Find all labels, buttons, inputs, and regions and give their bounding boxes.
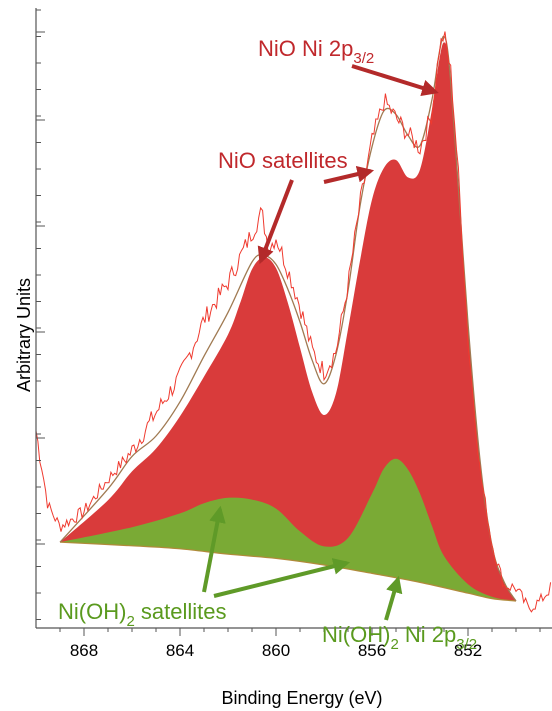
- annotation-nioh2-satellites: Ni(OH)2 satellites: [58, 599, 227, 630]
- x-tick-label: 868: [70, 641, 98, 660]
- arrow-nio-satellite-1: [257, 179, 294, 265]
- annotation-arrows: [202, 64, 439, 621]
- x-tick-label: 860: [262, 641, 290, 660]
- background-line: [59, 541, 517, 602]
- x-tick-label: 852: [454, 641, 482, 660]
- arrow-nio-2p: [351, 64, 439, 97]
- raw-data-line: [35, 31, 552, 613]
- curve-lines: [35, 31, 552, 613]
- annotation-nio-2p: NiO Ni 2p3/2: [258, 36, 374, 67]
- x-ticks: 868 864 860 856 852: [59, 628, 541, 660]
- nioh2-component-fill: [60, 458, 516, 601]
- x-tick-label: 864: [166, 641, 194, 660]
- arrow-nio-satellite-2: [323, 165, 375, 184]
- annotation-nioh2-2p: Ni(OH)2 Ni 2p3/2: [322, 622, 477, 653]
- arrow-nioh2-2p: [384, 575, 403, 621]
- annotation-nio-satellites: NiO satellites: [218, 148, 348, 173]
- x-tick-label: 856: [358, 641, 386, 660]
- arrow-nioh2-satellite-1: [202, 505, 226, 593]
- y-axis-title: Arbitrary Units: [14, 278, 34, 392]
- y-ticks: [36, 9, 45, 620]
- nio-component-fill: [60, 42, 516, 602]
- arrow-nioh2-satellite-2: [213, 558, 351, 598]
- axes: [35, 8, 552, 629]
- component-fills: [60, 42, 516, 602]
- x-axis-title: Binding Energy (eV): [221, 688, 382, 708]
